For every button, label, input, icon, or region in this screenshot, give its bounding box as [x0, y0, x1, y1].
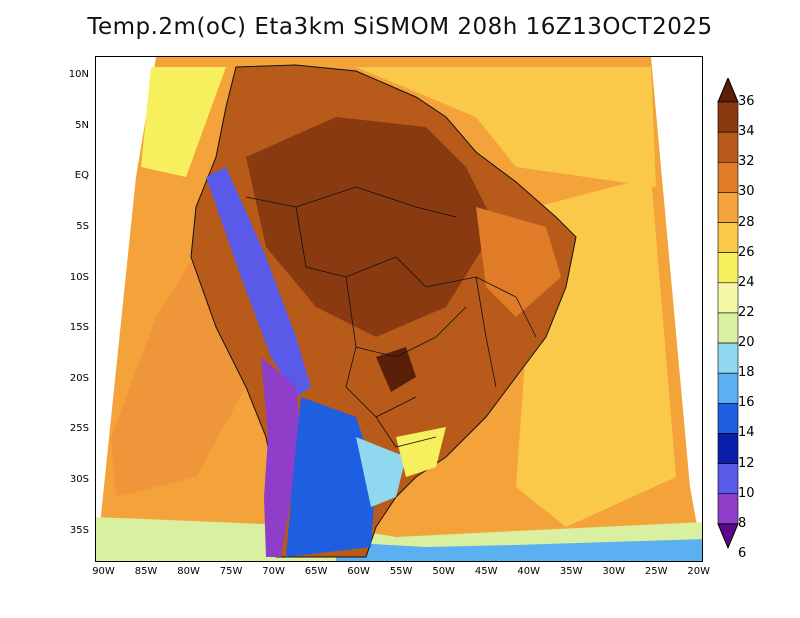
lon-tick-label: 35W [559, 566, 583, 577]
temperature-map [96, 57, 702, 561]
lon-tick-label: 45W [474, 566, 498, 577]
colorbar-label: 16 [738, 395, 755, 411]
colorbar-segment [717, 372, 739, 404]
andes-cool-strip [206, 167, 311, 397]
colorbar-segment [717, 403, 739, 434]
colorbar-label: 28 [738, 214, 755, 230]
south-brazil-mild [396, 427, 446, 477]
atlantic-north-zone [356, 67, 656, 187]
lon-tick-label: 20W [687, 566, 711, 577]
colorbar-label: 10 [738, 485, 755, 501]
lon-tick-label: 85W [134, 566, 158, 577]
colorbar-label: 30 [738, 184, 755, 200]
colorbar-max-arrow [717, 78, 739, 103]
pacific-north-cool [141, 67, 226, 177]
lat-tick-label: 10N [68, 69, 89, 81]
colorbar-segment [717, 192, 739, 223]
country-borders [245, 186, 537, 448]
colorbar-label: 12 [738, 455, 755, 471]
lat-tick-label: 30S [69, 474, 89, 486]
colorbar-segment [717, 463, 739, 495]
colorbar-segment [717, 493, 739, 525]
colorbar-segment [717, 282, 739, 314]
lat-tick-label: 10S [69, 271, 89, 283]
lat-tick-label: 25S [69, 423, 89, 435]
lon-tick-label: 50W [432, 566, 455, 577]
lon-tick-label: 40W [517, 566, 540, 577]
colorbar-segment [717, 131, 739, 163]
lon-tick-label: 65W [304, 566, 328, 577]
southern-cold-band [336, 539, 702, 561]
andes-cold-strip [261, 357, 301, 557]
southern-cone-cool [286, 397, 376, 557]
colorbar-label: 32 [738, 154, 755, 170]
colorbar-segment [717, 222, 739, 253]
colorbar-segment [717, 312, 739, 344]
map-title: Temp.2m(oC) Eta3km SiSMOM 208h 16Z13OCT2… [87, 14, 713, 40]
pantanal-hot-spot [376, 347, 416, 392]
colorbar-label: 18 [738, 365, 755, 381]
lon-tick-label: 30W [602, 566, 626, 577]
amazon-hot-core [246, 117, 496, 337]
lon-tick-label: 80W [177, 566, 200, 577]
colorbar-label: 8 [738, 515, 747, 531]
colorbar-label: 36 [738, 94, 755, 109]
lon-tick-label: 70W [262, 566, 285, 577]
lat-tick-label: 5N [75, 119, 89, 131]
colorbar-segment [717, 252, 739, 284]
colorbar-label: 14 [738, 425, 755, 441]
lat-tick-label: 15S [69, 322, 89, 334]
pampas-mild [356, 437, 406, 507]
lat-tick-label: 20S [69, 372, 89, 384]
lon-tick-label: 25W [644, 566, 668, 577]
lat-tick-label: 35S [69, 524, 89, 536]
colorbar-segment [717, 101, 739, 133]
colorbar-label: 26 [738, 244, 755, 260]
lon-tick-label: 60W [347, 566, 370, 577]
colorbar-segment [717, 161, 739, 193]
lat-tick-label: 5S [76, 221, 89, 233]
map-frame [95, 56, 703, 562]
colorbar-label: 34 [738, 124, 755, 140]
nordeste-warm [476, 207, 561, 317]
lon-tick-label: 55W [389, 566, 413, 577]
lat-tick-label: EQ [74, 170, 89, 182]
lon-tick-label: 75W [219, 566, 243, 577]
colorbar-label: 6 [738, 546, 747, 561]
colorbar-segment [717, 342, 739, 374]
colorbar-label: 24 [738, 274, 755, 290]
colorbar-segment [717, 433, 739, 464]
color-scale-bar [717, 78, 739, 550]
colorbar-min-arrow [717, 523, 739, 550]
lon-tick-label: 90W [92, 566, 115, 577]
colorbar-label: 22 [738, 304, 755, 320]
colorbar-label: 20 [738, 335, 755, 351]
